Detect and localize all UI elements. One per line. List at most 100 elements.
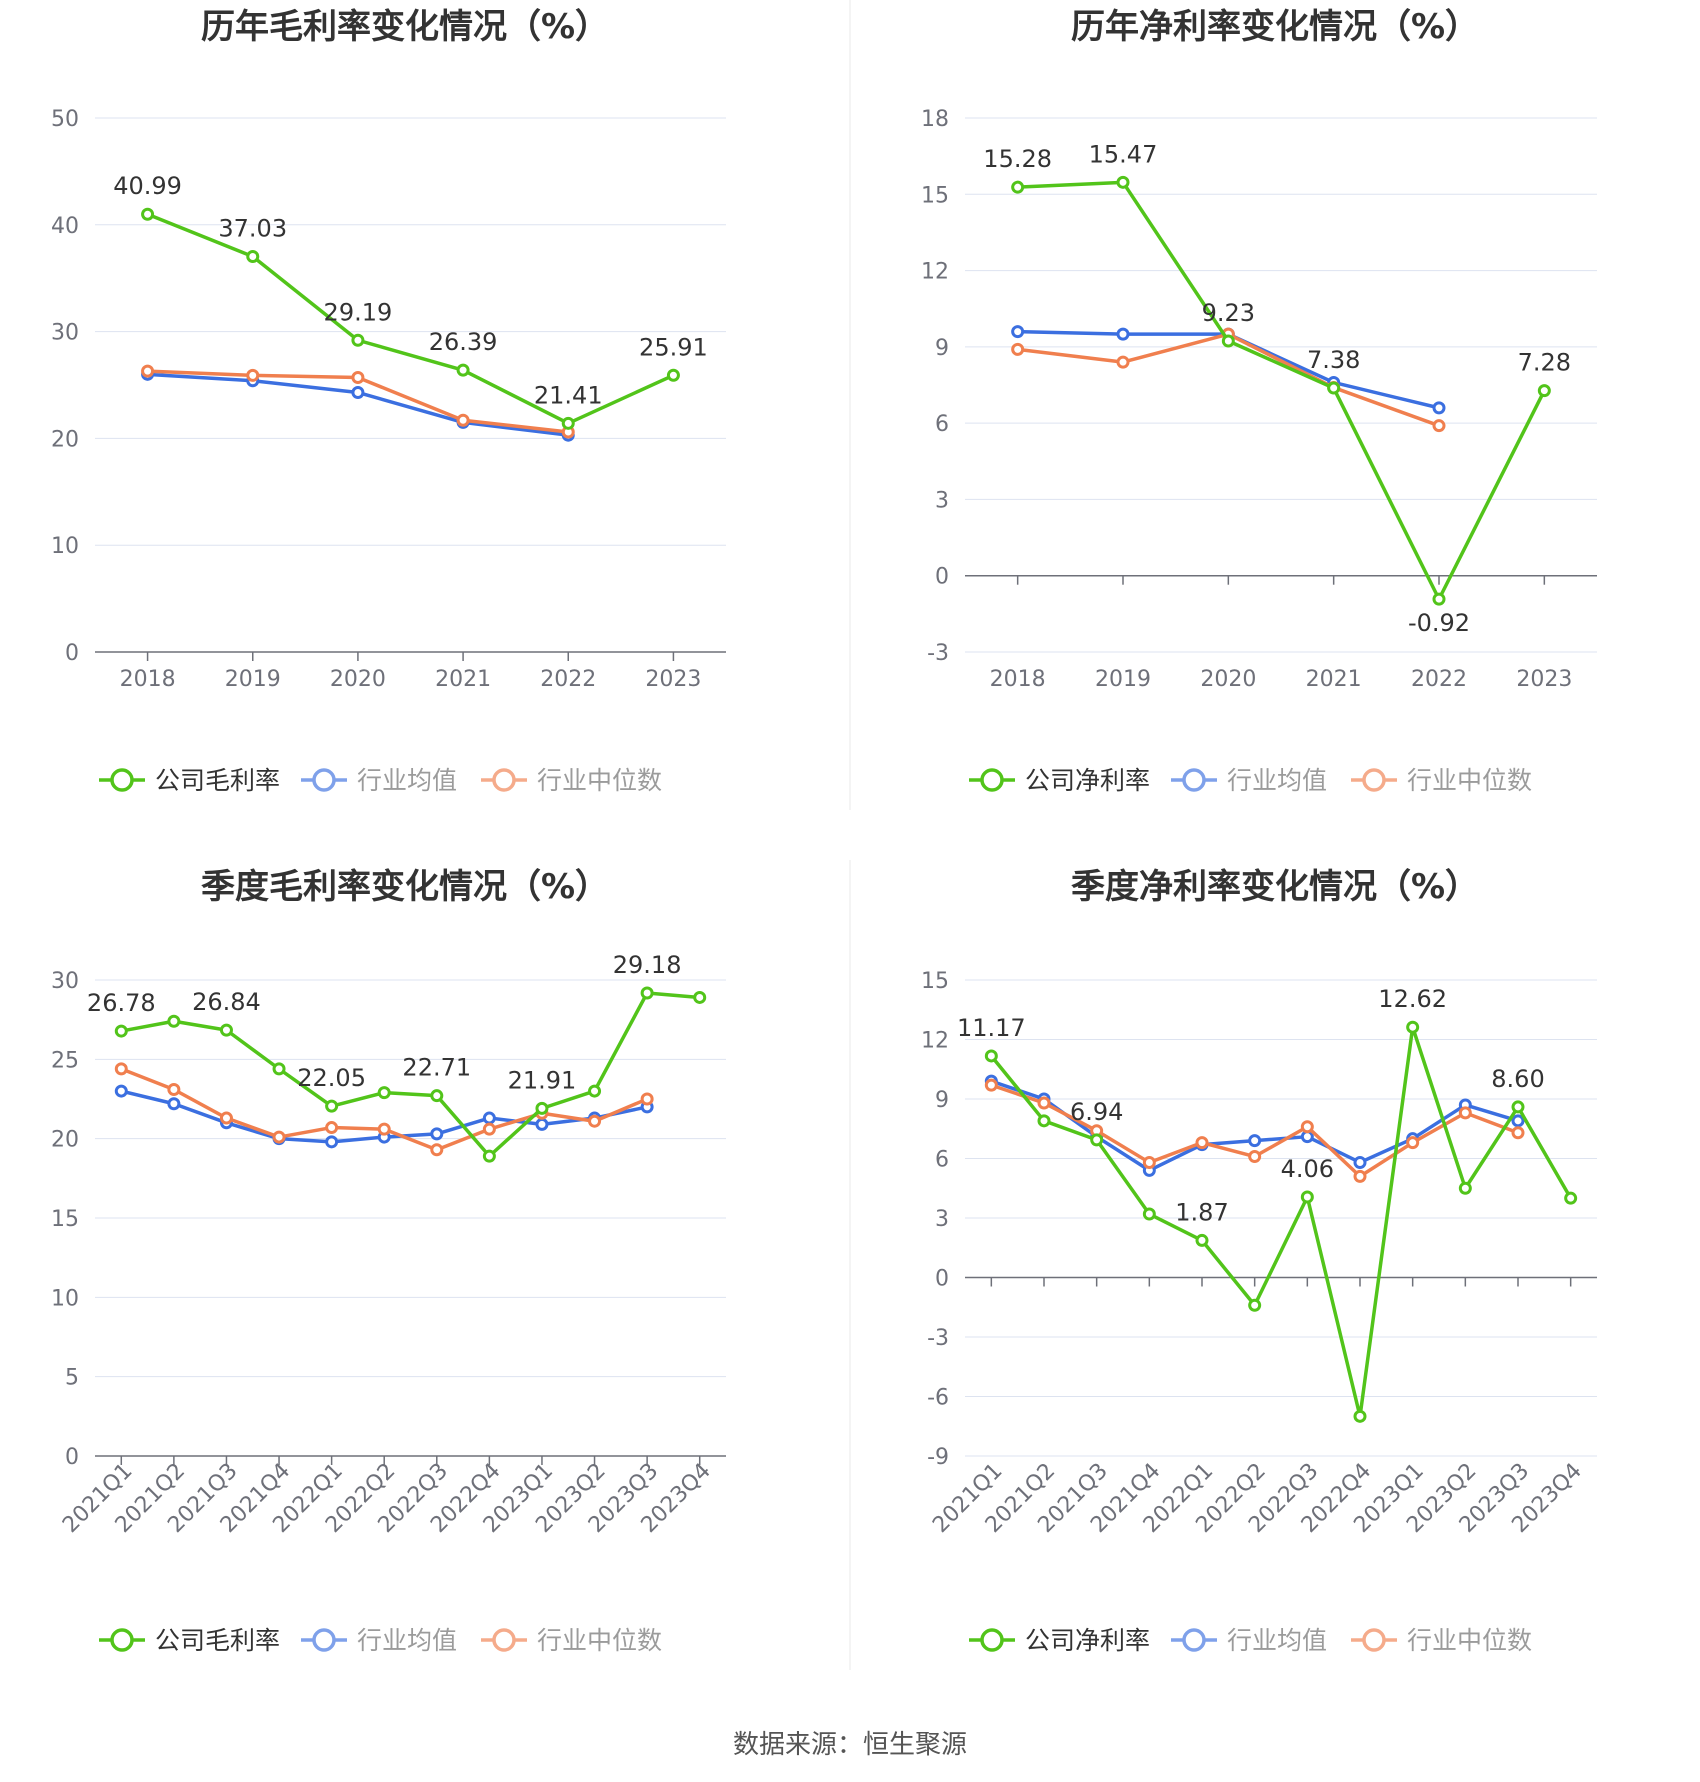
series-line xyxy=(1017,180,1546,601)
data-point xyxy=(1037,1096,1051,1110)
series-industry-avg xyxy=(114,1084,654,1149)
legend-item-industry-avg[interactable]: 行业均值 xyxy=(301,1626,457,1655)
x-tick-label: 2022 xyxy=(1411,667,1467,692)
x-tick-label: 2019 xyxy=(1095,667,1151,692)
data-point xyxy=(1300,1120,1314,1134)
data-point xyxy=(1432,592,1446,606)
data-point xyxy=(1537,384,1551,398)
data-point xyxy=(1432,419,1446,433)
legend-label: 行业中位数 xyxy=(537,1626,662,1655)
data-label: 12.62 xyxy=(1378,985,1447,1013)
data-point xyxy=(640,986,654,1000)
chart-3: 季度毛利率变化情况（%）0510152025302021Q12021Q22021… xyxy=(51,867,726,1655)
chart-title: 季度毛利率变化情况（%） xyxy=(201,867,609,907)
data-point xyxy=(351,371,365,385)
x-tick-label: 2020 xyxy=(330,667,386,692)
chart-title: 季度净利率变化情况（%） xyxy=(1071,867,1479,907)
data-point xyxy=(1116,327,1130,341)
legend-swatch-marker xyxy=(1182,768,1206,792)
data-point xyxy=(1300,1190,1314,1204)
x-tick-label: 2018 xyxy=(120,667,176,692)
chart-title: 历年净利率变化情况（%） xyxy=(1071,7,1479,47)
legend-item-industry-avg[interactable]: 行业均值 xyxy=(1171,766,1327,795)
x-tick-label: 2021 xyxy=(1306,667,1362,692)
data-point xyxy=(1406,1136,1420,1150)
series-company xyxy=(114,986,707,1163)
data-point xyxy=(351,385,365,399)
data-point xyxy=(272,1130,286,1144)
legend-item-industry-median[interactable]: 行业中位数 xyxy=(481,766,662,795)
legend-item-industry-avg[interactable]: 行业均值 xyxy=(301,766,457,795)
chart-legend[interactable]: 公司毛利率 行业均值 行业中位数 xyxy=(99,766,662,795)
data-point xyxy=(1248,1298,1262,1312)
legend-label: 行业均值 xyxy=(1227,1626,1327,1655)
data-point xyxy=(482,1122,496,1136)
data-point xyxy=(1142,1207,1156,1221)
data-point xyxy=(561,416,575,430)
y-tick-label: 15 xyxy=(921,183,949,208)
chart-legend[interactable]: 公司净利率 行业均值 行业中位数 xyxy=(969,766,1532,795)
data-point xyxy=(1037,1114,1051,1128)
x-tick-label: 2021 xyxy=(435,667,491,692)
data-point xyxy=(141,207,155,221)
legend-swatch-marker xyxy=(980,768,1004,792)
data-point xyxy=(377,1122,391,1136)
y-tick-label: 6 xyxy=(935,412,949,437)
legend-item-company[interactable]: 公司净利率 xyxy=(969,766,1150,795)
data-label: 26.84 xyxy=(192,988,261,1016)
y-tick-label: 3 xyxy=(935,1207,949,1232)
y-tick-label: 30 xyxy=(51,969,79,994)
legend-label: 行业中位数 xyxy=(1407,766,1532,795)
data-point xyxy=(482,1149,496,1163)
legend-label: 公司毛利率 xyxy=(155,766,280,795)
x-tick-label: 2023 xyxy=(1516,667,1572,692)
legend-label: 行业中位数 xyxy=(1407,1626,1532,1655)
y-tick-label: -6 xyxy=(927,1386,949,1411)
chart-2: 历年净利率变化情况（%） -3 0 3 6 9 12 15 18 2018 2019 2020 2021… xyxy=(921,7,1597,795)
legend-item-company[interactable]: 公司毛利率 xyxy=(99,766,280,795)
legend-item-industry-median[interactable]: 行业中位数 xyxy=(481,1626,662,1655)
data-point xyxy=(1248,1134,1262,1148)
data-point xyxy=(482,1111,496,1125)
data-point xyxy=(1195,1136,1209,1150)
data-label: 9.23 xyxy=(1202,299,1255,327)
legend-label: 行业均值 xyxy=(1227,766,1327,795)
legend-item-industry-median[interactable]: 行业中位数 xyxy=(1351,766,1532,795)
data-point xyxy=(1511,1114,1525,1128)
legend-item-industry-avg[interactable]: 行业均值 xyxy=(1171,1626,1327,1655)
data-point xyxy=(1511,1100,1525,1114)
data-point xyxy=(1327,381,1341,395)
legend-label: 公司毛利率 xyxy=(155,1626,280,1655)
data-point xyxy=(456,413,470,427)
data-point xyxy=(1011,342,1025,356)
data-label: 40.99 xyxy=(113,172,182,200)
legend-item-company[interactable]: 公司净利率 xyxy=(969,1626,1150,1655)
data-label: 29.19 xyxy=(324,298,393,326)
data-label: 37.03 xyxy=(218,215,287,243)
data-point xyxy=(640,1092,654,1106)
series-industry-median xyxy=(984,1078,1525,1183)
legend-label: 公司净利率 xyxy=(1025,766,1150,795)
y-tick-label: 15 xyxy=(51,1207,79,1232)
data-point xyxy=(984,1049,998,1063)
data-point xyxy=(114,1062,128,1076)
data-label: 21.41 xyxy=(534,381,603,409)
legend-item-industry-median[interactable]: 行业中位数 xyxy=(1351,1626,1532,1655)
data-label: 22.05 xyxy=(297,1064,366,1092)
data-point xyxy=(325,1099,339,1113)
data-point xyxy=(246,250,260,264)
data-point xyxy=(1090,1133,1104,1147)
data-point xyxy=(114,1084,128,1098)
y-tick-label: 0 xyxy=(65,641,79,666)
legend-swatch-marker xyxy=(492,1628,516,1652)
legend-item-company[interactable]: 公司毛利率 xyxy=(99,1626,280,1655)
data-point xyxy=(272,1062,286,1076)
chart-legend[interactable]: 公司净利率 行业均值 行业中位数 xyxy=(969,1626,1532,1655)
legend-label: 行业均值 xyxy=(357,1626,457,1655)
data-point xyxy=(1011,180,1025,194)
data-point xyxy=(535,1101,549,1115)
chart-legend[interactable]: 公司毛利率 行业均值 行业中位数 xyxy=(99,1626,662,1655)
chart-4: 季度净利率变化情况（%）-9-6-3036912152021Q12021Q220… xyxy=(921,867,1597,1655)
x-tick-label: 2018 xyxy=(990,667,1046,692)
